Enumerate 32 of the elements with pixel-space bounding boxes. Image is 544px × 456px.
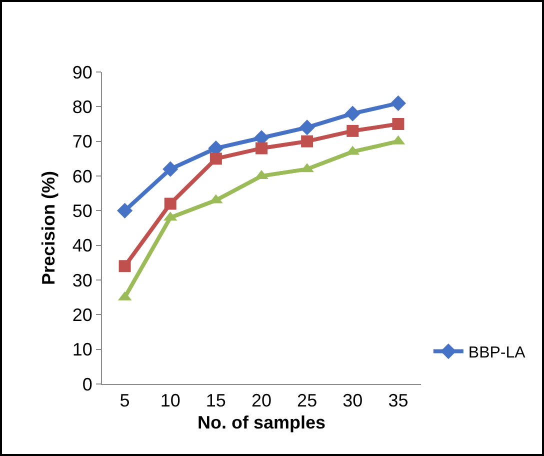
y-tick-label: 80 xyxy=(72,96,92,117)
y-axis-title: Precision (%) xyxy=(38,170,59,286)
point xyxy=(390,95,406,111)
point xyxy=(116,202,133,218)
point xyxy=(164,198,176,210)
x-tick-label: 15 xyxy=(206,390,226,411)
point xyxy=(210,152,222,165)
point xyxy=(392,118,404,130)
x-tick-label: 5 xyxy=(120,390,130,411)
x-axis-title: No. of samples xyxy=(197,412,326,433)
point xyxy=(256,142,268,154)
point xyxy=(344,106,360,122)
x-tick-label: 20 xyxy=(251,390,272,411)
x-tick-label: 25 xyxy=(297,390,318,411)
y-tick-label: 10 xyxy=(72,340,92,360)
x-tick-label: 10 xyxy=(160,390,180,411)
y-tick-label: 40 xyxy=(72,236,92,256)
y-tick-label: 90 xyxy=(72,62,92,82)
y-tick-label: 70 xyxy=(72,132,92,152)
y-tick-label: 50 xyxy=(72,200,92,221)
point xyxy=(162,161,178,177)
y-tick-label: 60 xyxy=(72,166,92,186)
point xyxy=(301,135,314,148)
y-tick-label: 0 xyxy=(82,374,92,394)
point xyxy=(118,260,131,272)
x-tick-label: 30 xyxy=(342,390,363,411)
legend-label: BBP-LA xyxy=(468,344,526,362)
point xyxy=(299,120,315,136)
y-tick-label: 20 xyxy=(72,304,92,325)
y-tick-label: 30 xyxy=(72,270,92,290)
x-tick-label: 35 xyxy=(388,390,408,411)
point xyxy=(346,124,359,137)
